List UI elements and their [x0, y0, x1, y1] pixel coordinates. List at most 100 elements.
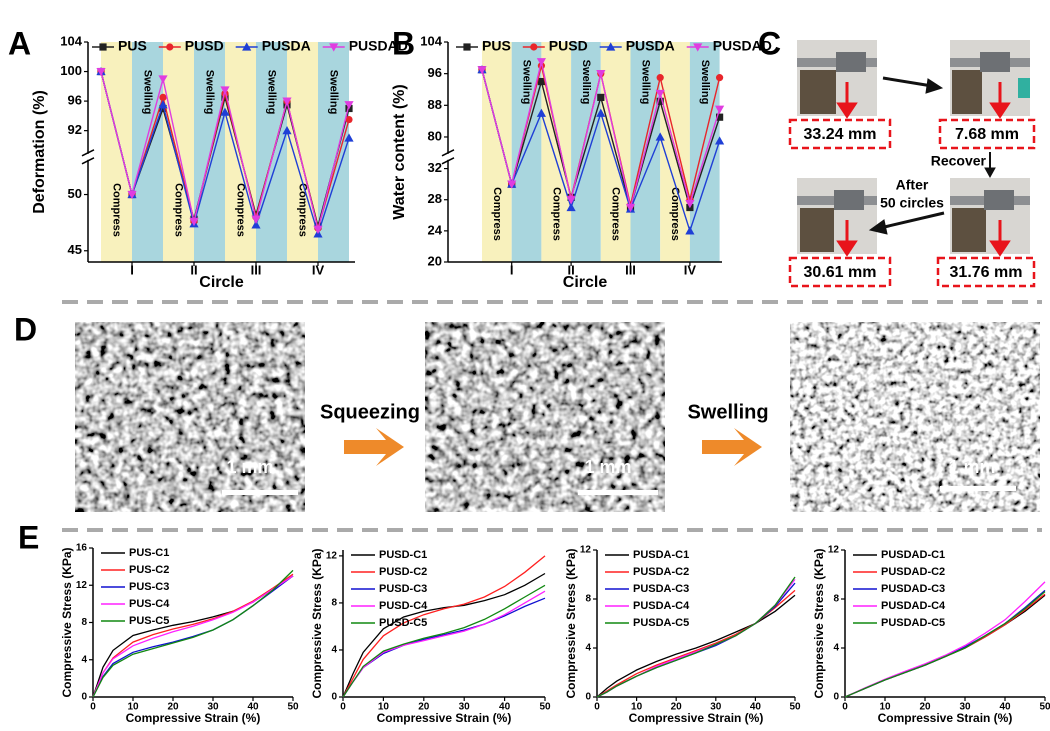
- marker: [96, 67, 106, 77]
- scale-label: 1 mm: [584, 457, 631, 477]
- legend-label: PUSD-C2: [379, 566, 427, 578]
- sponge-holder: [1018, 78, 1030, 98]
- legend-label: PUS: [482, 38, 511, 54]
- legend-label: PUSDA-C2: [633, 566, 689, 578]
- legend-label: PUS-C1: [129, 547, 169, 559]
- marker: [716, 113, 724, 121]
- panel-letter: A: [8, 25, 31, 61]
- y-tick-label: 4: [833, 643, 839, 654]
- x-tick-label: 50: [539, 702, 551, 713]
- legend-label: PUSD-C5: [379, 617, 427, 629]
- marker: [477, 66, 487, 75]
- marker: [536, 108, 546, 117]
- y-tick-label: 50: [68, 186, 82, 201]
- x-axis-label: Compressive Strain (%): [126, 711, 261, 725]
- scale-label: 1 mm: [948, 457, 995, 477]
- phase-band: [101, 42, 132, 262]
- marker: [685, 226, 695, 235]
- red-arrow-head: [989, 240, 1011, 257]
- phase-band: [256, 42, 287, 262]
- measurement: 33.24 mm: [804, 126, 877, 143]
- legend-label: PUSD: [549, 38, 588, 54]
- chart: Compress Swelling Compress Swelling Compress…: [391, 33, 772, 291]
- x-tick-label: II: [190, 262, 197, 277]
- marker: [166, 43, 174, 51]
- arrow: [879, 211, 945, 230]
- y-tick-label: 4: [331, 645, 337, 656]
- axis-break-mark: [81, 149, 95, 157]
- legend-label: PUS-C4: [129, 598, 170, 610]
- scale-bars: 1 mm 1 mm 1 mm: [222, 457, 1016, 495]
- photo: [950, 40, 1030, 116]
- x-tick-label: 20: [167, 702, 179, 713]
- phase-band: [287, 42, 318, 262]
- arrow-head: [984, 167, 996, 179]
- arrow-head: [925, 78, 944, 94]
- y-axis-label: Compressive Stress (KPa): [812, 548, 826, 698]
- phase-label: Swelling: [266, 70, 278, 115]
- x-tick-label: 50: [287, 702, 299, 713]
- after-label: After: [896, 177, 929, 193]
- x-tick-label: 50: [789, 702, 801, 713]
- x-tick-label: 40: [247, 702, 259, 713]
- marker: [530, 43, 538, 51]
- y-tick-label: 8: [833, 594, 839, 605]
- y-tick-label: 32: [428, 160, 442, 175]
- series-line: [342, 584, 546, 698]
- panel-letter: D: [14, 311, 37, 347]
- red-arrow-head: [989, 102, 1011, 119]
- x-tick-label: III: [625, 262, 636, 277]
- y-tick-label: 20: [428, 253, 442, 268]
- phase-label: Swelling: [521, 60, 533, 105]
- sponge: [952, 70, 982, 114]
- legend-label: PUSD: [185, 38, 224, 54]
- y-tick-label: 45: [68, 242, 82, 257]
- marker: [344, 101, 354, 110]
- sponge: [800, 208, 834, 252]
- chart: 0 4 8 12 0 10 20 30 40 50 Compressive Strain (%) Co…: [310, 548, 551, 725]
- marker: [656, 74, 664, 82]
- panel-letter: B: [392, 25, 415, 61]
- chart: Compress Swelling Compress Swelling Compress…: [31, 33, 408, 291]
- y-tick-label: 96: [428, 65, 442, 80]
- legend-label: PUSDA-C1: [633, 549, 689, 561]
- y-tick-label: 8: [331, 598, 337, 609]
- legend-label: PUS-C3: [129, 581, 169, 593]
- phase-label: Compress: [491, 187, 503, 241]
- phase-label: Compress: [173, 183, 185, 237]
- sem-image: [425, 322, 665, 512]
- y-tick-label: 8: [585, 594, 591, 605]
- recover-label: Recover: [931, 153, 987, 169]
- scale-bar: [940, 486, 1016, 491]
- axis-break-mark: [81, 157, 95, 165]
- legend-label: PUSDAD-C3: [881, 583, 945, 595]
- x-tick-label: 30: [459, 702, 471, 713]
- x-tick-label: III: [251, 262, 262, 277]
- y-tick-label: 88: [428, 97, 442, 112]
- marker: [251, 220, 261, 229]
- marker: [463, 43, 471, 51]
- sem-image: [790, 322, 1040, 512]
- panel-letters: A B C D E: [8, 25, 781, 555]
- marker: [313, 225, 323, 234]
- series-line: [92, 573, 294, 698]
- x-tick-label: 10: [127, 702, 139, 713]
- legend-label: PUSDAD-C4: [881, 600, 946, 612]
- phase-label: Compress: [235, 183, 247, 237]
- x-tick-label: 30: [710, 702, 722, 713]
- measurement: 30.61 mm: [804, 264, 877, 281]
- x-tick-label: 0: [90, 702, 96, 713]
- y-axis-label: Deformation (%): [31, 90, 48, 214]
- y-tick-label: 96: [68, 93, 82, 108]
- legend-label: PUS: [118, 38, 147, 54]
- x-tick-label: IV: [312, 262, 325, 277]
- y-tick-label: 4: [585, 643, 591, 654]
- panel-letter: E: [18, 519, 39, 555]
- marker: [127, 190, 137, 200]
- marker: [242, 42, 252, 51]
- caliper-head: [834, 190, 864, 210]
- phase-label: Compress: [111, 183, 123, 237]
- chart: 0 4 8 12 0 10 20 30 40 50 Compressive Strain (%) Co…: [564, 545, 801, 726]
- legend-label: PUSDA: [626, 38, 675, 54]
- y-tick-label: 0: [331, 692, 337, 703]
